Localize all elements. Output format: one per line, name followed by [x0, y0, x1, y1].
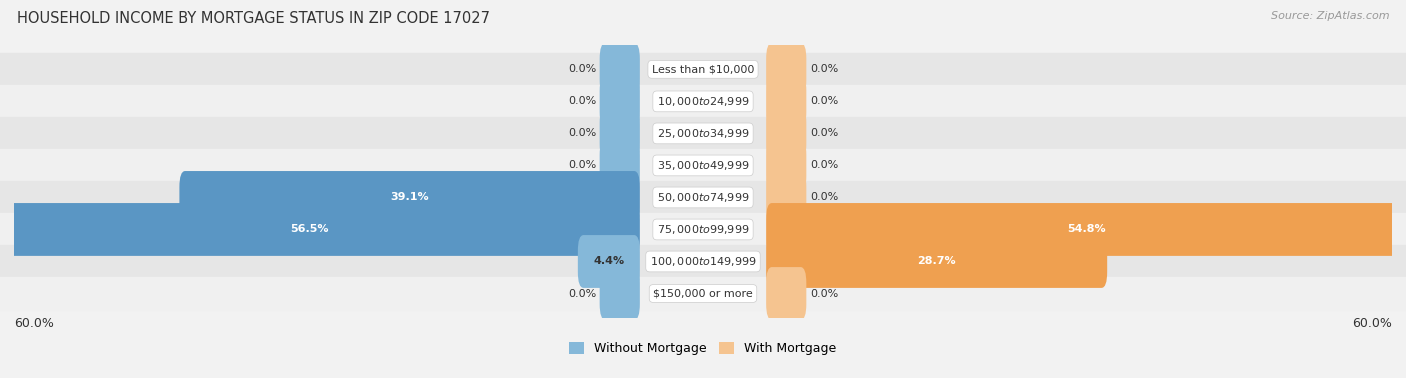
- FancyBboxPatch shape: [599, 139, 640, 192]
- Text: 0.0%: 0.0%: [810, 192, 838, 203]
- FancyBboxPatch shape: [766, 139, 807, 192]
- Text: $50,000 to $74,999: $50,000 to $74,999: [657, 191, 749, 204]
- Bar: [0, 85, 1406, 118]
- Text: 0.0%: 0.0%: [568, 96, 596, 106]
- FancyBboxPatch shape: [0, 203, 640, 256]
- Text: 0.0%: 0.0%: [810, 129, 838, 138]
- Text: $150,000 or more: $150,000 or more: [654, 288, 752, 299]
- Legend: Without Mortgage, With Mortgage: Without Mortgage, With Mortgage: [564, 337, 842, 360]
- Text: HOUSEHOLD INCOME BY MORTGAGE STATUS IN ZIP CODE 17027: HOUSEHOLD INCOME BY MORTGAGE STATUS IN Z…: [17, 11, 489, 26]
- Text: 0.0%: 0.0%: [568, 64, 596, 74]
- Text: Less than $10,000: Less than $10,000: [652, 64, 754, 74]
- Text: 0.0%: 0.0%: [810, 64, 838, 74]
- Text: 39.1%: 39.1%: [391, 192, 429, 203]
- Text: 0.0%: 0.0%: [568, 288, 596, 299]
- Text: 28.7%: 28.7%: [917, 257, 956, 266]
- Bar: [0, 245, 1406, 277]
- Text: 0.0%: 0.0%: [810, 160, 838, 170]
- Text: $10,000 to $24,999: $10,000 to $24,999: [657, 95, 749, 108]
- FancyBboxPatch shape: [766, 171, 807, 224]
- FancyBboxPatch shape: [766, 107, 807, 160]
- Text: Source: ZipAtlas.com: Source: ZipAtlas.com: [1271, 11, 1389, 21]
- Text: 0.0%: 0.0%: [568, 160, 596, 170]
- FancyBboxPatch shape: [766, 235, 1107, 288]
- FancyBboxPatch shape: [599, 267, 640, 320]
- Bar: [0, 181, 1406, 214]
- Bar: [0, 118, 1406, 149]
- FancyBboxPatch shape: [766, 75, 807, 128]
- Bar: [0, 53, 1406, 85]
- Bar: [0, 277, 1406, 310]
- Text: 0.0%: 0.0%: [810, 96, 838, 106]
- Bar: [0, 214, 1406, 245]
- Text: $100,000 to $149,999: $100,000 to $149,999: [650, 255, 756, 268]
- FancyBboxPatch shape: [599, 43, 640, 96]
- FancyBboxPatch shape: [599, 75, 640, 128]
- Text: 0.0%: 0.0%: [568, 129, 596, 138]
- Text: 56.5%: 56.5%: [291, 225, 329, 234]
- Text: 4.4%: 4.4%: [593, 257, 624, 266]
- FancyBboxPatch shape: [578, 235, 640, 288]
- FancyBboxPatch shape: [180, 171, 640, 224]
- FancyBboxPatch shape: [766, 203, 1406, 256]
- Text: $35,000 to $49,999: $35,000 to $49,999: [657, 159, 749, 172]
- Text: $75,000 to $99,999: $75,000 to $99,999: [657, 223, 749, 236]
- Text: 60.0%: 60.0%: [14, 316, 53, 330]
- FancyBboxPatch shape: [599, 107, 640, 160]
- Text: 0.0%: 0.0%: [810, 288, 838, 299]
- Bar: [0, 149, 1406, 181]
- Text: 60.0%: 60.0%: [1353, 316, 1392, 330]
- Text: 54.8%: 54.8%: [1067, 225, 1107, 234]
- Text: $25,000 to $34,999: $25,000 to $34,999: [657, 127, 749, 140]
- FancyBboxPatch shape: [766, 43, 807, 96]
- FancyBboxPatch shape: [766, 267, 807, 320]
